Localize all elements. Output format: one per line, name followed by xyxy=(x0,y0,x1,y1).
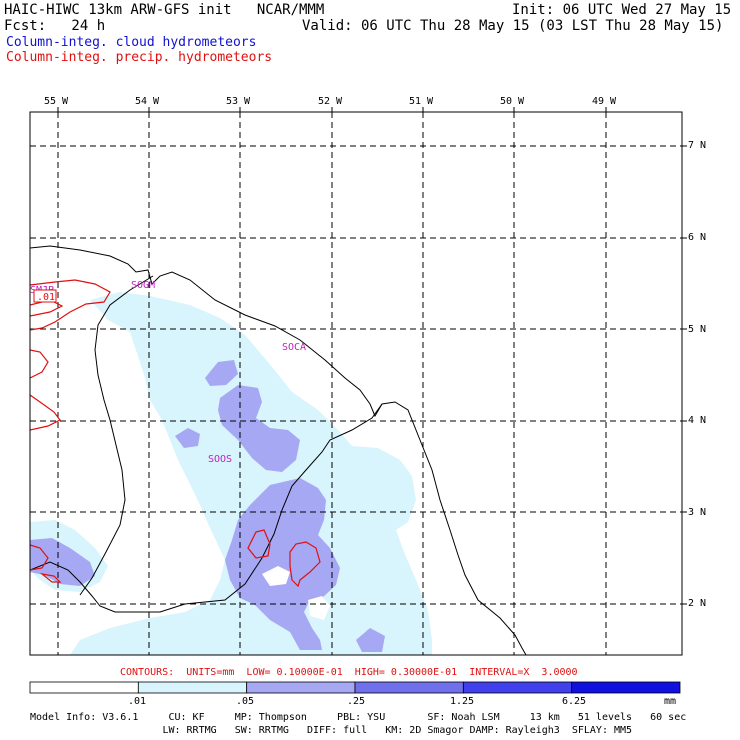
cloud-medium-spot-3 xyxy=(356,628,385,652)
field-cloud-label: Column-integ. cloud hydrometeors xyxy=(6,35,257,50)
contour-value-label: .01 xyxy=(37,292,55,303)
lat-label-4n: 4 N xyxy=(688,415,707,426)
lon-label-51w: 51 W xyxy=(409,96,434,107)
cloud-light-region xyxy=(70,292,432,655)
model-info-line1: Model Info: V3.6.1 CU: KF MP: Thompson P… xyxy=(30,712,687,723)
lat-lon-grid xyxy=(30,112,682,655)
contour-label-box xyxy=(33,289,57,303)
forecast-hour: Fcst: 24 h xyxy=(4,18,106,34)
cloud-gap-1 xyxy=(262,566,290,586)
colorbar-swatch xyxy=(571,681,681,694)
colorbar-unit: mm xyxy=(664,696,677,707)
lat-label-6n: 6 N xyxy=(688,232,707,243)
precip-contours xyxy=(30,279,321,588)
map-area: SMJP SOGM SOCA SOOS .01 xyxy=(30,112,682,655)
lon-label-55w: 55 W xyxy=(44,96,69,107)
lon-label-53w: 53 W xyxy=(226,96,251,107)
lat-label-2n: 2 N xyxy=(688,598,707,609)
lon-label-49w: 49 W xyxy=(592,96,617,107)
cloud-medium-spot-1 xyxy=(205,360,238,386)
colorbar-label: 6.25 xyxy=(562,696,587,707)
axis-ticks xyxy=(57,107,687,605)
colorbar-swatch xyxy=(137,681,248,694)
coastline xyxy=(30,245,527,655)
station-label: SOOS xyxy=(208,454,232,465)
field-precip-label: Column-integ. precip. hydrometeors xyxy=(6,50,273,65)
colorbar xyxy=(29,681,681,694)
plot-title: HAIC-HIWC 13km ARW-GFS init NCAR/MMM xyxy=(4,2,325,18)
cloud-medium-region xyxy=(225,478,340,650)
colorbar-label: .01 xyxy=(128,696,147,707)
init-time: Init: 06 UTC Wed 27 May 15 xyxy=(512,2,732,18)
cloud-medium-north xyxy=(218,385,300,472)
colorbar-swatch xyxy=(29,681,139,694)
cloud-medium-spot-2 xyxy=(175,428,200,448)
station-label: SOGM xyxy=(131,280,155,291)
valid-time: Valid: 06 UTC Thu 28 May 15 (03 LST Thu … xyxy=(302,18,724,34)
lat-label-5n: 5 N xyxy=(688,324,707,335)
station-label: SOCA xyxy=(282,342,306,353)
model-info-line2: LW: RRTMG SW: RRTMG DIFF: full KM: 2D Sm… xyxy=(30,725,633,736)
map-frame xyxy=(29,111,683,656)
contours-info: CONTOURS: UNITS=mm LOW= 0.10000E-01 HIGH… xyxy=(120,667,578,678)
lat-label-7n: 7 N xyxy=(688,140,707,151)
colorbar-swatch xyxy=(246,681,356,694)
lon-label-50w: 50 W xyxy=(500,96,525,107)
cloud-medium-west xyxy=(30,538,95,586)
colorbar-swatch xyxy=(462,681,573,694)
lon-label-54w: 54 W xyxy=(135,96,160,107)
colorbar-label: .05 xyxy=(236,696,255,707)
colorbar-swatch xyxy=(354,681,464,694)
colorbar-label: 1.25 xyxy=(450,696,475,707)
lon-label-52w: 52 W xyxy=(318,96,343,107)
lat-label-3n: 3 N xyxy=(688,507,707,518)
cloud-gap-2 xyxy=(308,596,330,620)
colorbar-label: .25 xyxy=(347,696,366,707)
